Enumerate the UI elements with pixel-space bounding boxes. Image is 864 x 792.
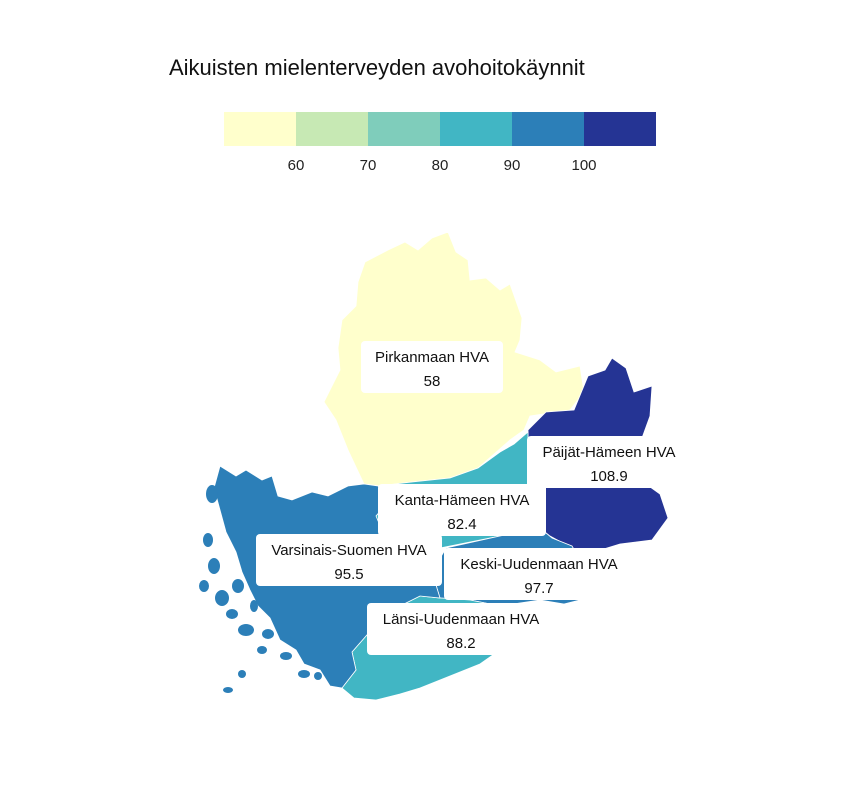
legend-swatch-5: [584, 112, 656, 146]
legend-swatch-3: [440, 112, 512, 146]
legend-tick-80: 80: [432, 157, 449, 174]
island: [232, 579, 244, 593]
region-labels: Pirkanmaan HVA 58 Päijät-Hämeen HVA 108.…: [256, 341, 691, 655]
island: [298, 670, 310, 678]
island: [203, 533, 213, 547]
island: [257, 646, 267, 654]
label-paijat-hame-value: 108.9: [590, 468, 628, 485]
label-lansi-uusimaa-name: Länsi-Uudenmaan HVA: [383, 611, 539, 628]
label-paijat-hame: Päijät-Hämeen HVA 108.9: [527, 436, 691, 488]
label-paijat-hame-name: Päijät-Hämeen HVA: [542, 444, 675, 461]
color-legend: 60 70 80 90 100: [224, 112, 656, 174]
label-lansi-uusimaa-value: 88.2: [446, 635, 475, 652]
island: [223, 687, 233, 693]
label-lansi-uusimaa: Länsi-Uudenmaan HVA 88.2: [367, 603, 555, 655]
label-varsinais-suomi-value: 95.5: [334, 566, 363, 583]
label-kanta-hame: Kanta-Hämeen HVA 82.4: [378, 484, 546, 536]
label-pirkanmaa-name: Pirkanmaan HVA: [375, 349, 489, 366]
legend-swatch-0: [224, 112, 296, 146]
label-keski-uusimaa-name: Keski-Uudenmaan HVA: [460, 556, 617, 573]
island: [226, 609, 238, 619]
island: [206, 485, 218, 503]
label-kanta-hame-name: Kanta-Hämeen HVA: [395, 492, 530, 509]
legend-tick-60: 60: [288, 157, 305, 174]
island: [314, 672, 322, 680]
island: [238, 670, 246, 678]
label-pirkanmaa-value: 58: [424, 373, 441, 390]
label-varsinais-suomi: Varsinais-Suomen HVA 95.5: [256, 534, 442, 586]
island: [250, 600, 258, 612]
legend-tick-70: 70: [360, 157, 377, 174]
archipelago-islands: [199, 485, 322, 693]
island: [262, 629, 274, 639]
label-kanta-hame-value: 82.4: [447, 516, 476, 533]
island: [199, 580, 209, 592]
label-pirkanmaa: Pirkanmaan HVA 58: [361, 341, 503, 393]
island: [238, 624, 254, 636]
legend-swatch-1: [296, 112, 368, 146]
map-title: Aikuisten mielenterveyden avohoitokäynni…: [169, 55, 585, 80]
legend-tick-100: 100: [571, 157, 596, 174]
legend-tick-90: 90: [504, 157, 521, 174]
island: [280, 652, 292, 660]
legend-swatch-2: [368, 112, 440, 146]
island: [208, 558, 220, 574]
label-keski-uusimaa: Keski-Uudenmaan HVA 97.7: [444, 548, 634, 600]
label-varsinais-suomi-name: Varsinais-Suomen HVA: [271, 542, 426, 559]
legend-swatch-4: [512, 112, 584, 146]
island: [215, 590, 229, 606]
label-keski-uusimaa-value: 97.7: [524, 580, 553, 597]
